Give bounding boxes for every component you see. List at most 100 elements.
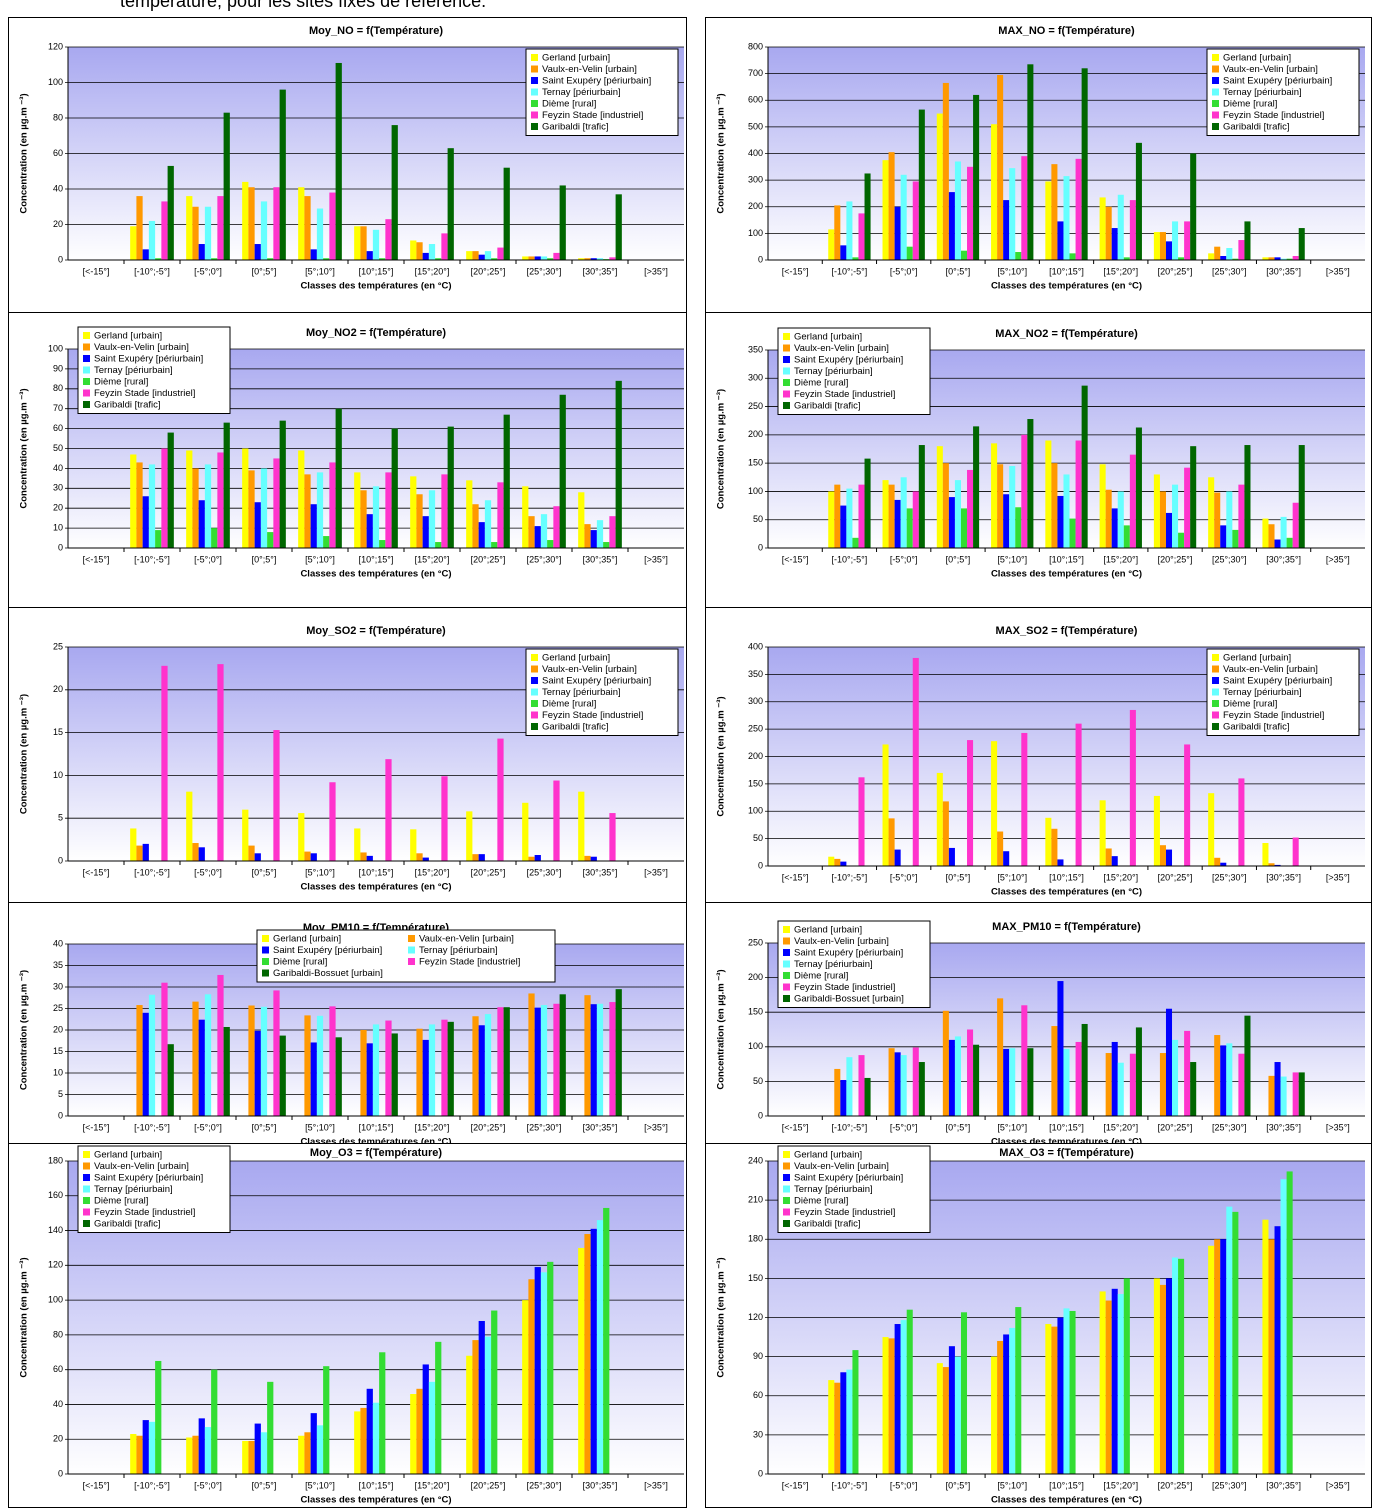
bar	[1292, 1072, 1299, 1116]
bar	[1063, 1308, 1070, 1474]
y-tick-label: 0	[758, 254, 763, 264]
bar	[1063, 1048, 1070, 1116]
x-tick-label: [<-15°]	[83, 554, 110, 564]
bar	[1232, 258, 1239, 260]
legend-swatch	[1212, 123, 1219, 130]
bar	[279, 420, 286, 548]
chart: Moy_O3 = f(Température) 0 20 40 60 80 100 120 14…	[8, 1143, 687, 1508]
y-tick-label: 400	[748, 148, 763, 158]
legend: Gerland [urbain] Vaulx-en-Velin [urbain] S…	[256, 929, 556, 983]
bar	[416, 494, 423, 548]
x-tick-label: [10°;15°]	[359, 266, 394, 276]
bar	[1208, 1245, 1215, 1474]
bar	[316, 1015, 324, 1116]
y-tick-label: 70	[53, 403, 63, 413]
bar	[584, 258, 591, 260]
legend-label: Vaulx-en-Velin [urbain]	[794, 343, 889, 354]
bar	[834, 484, 841, 548]
bar	[1184, 744, 1191, 866]
bar	[1027, 64, 1034, 261]
bar	[1159, 232, 1166, 260]
legend-swatch	[531, 700, 538, 707]
bar	[603, 1207, 610, 1474]
bar	[1099, 1291, 1106, 1474]
bar	[1009, 1048, 1016, 1116]
x-tick-label: [20°;25°]	[1158, 1480, 1193, 1490]
bar	[323, 536, 330, 548]
bar	[198, 244, 205, 260]
bar	[522, 256, 529, 260]
bar	[466, 1355, 473, 1474]
x-tick-label: [5°;10°]	[305, 266, 335, 276]
legend-swatch	[531, 77, 538, 84]
legend-box	[1206, 48, 1360, 136]
bar	[882, 480, 889, 548]
bar	[1159, 1053, 1166, 1116]
bar	[973, 1044, 980, 1116]
x-tick-label: [25°;30°]	[1212, 872, 1247, 882]
bar	[254, 1030, 261, 1116]
legend-label: Dième [rural]	[1223, 99, 1277, 110]
bar	[1051, 1026, 1058, 1116]
legend-swatch	[531, 54, 538, 61]
bar	[372, 1402, 380, 1474]
bar	[590, 258, 597, 260]
bar	[416, 1028, 423, 1116]
legend-swatch	[531, 111, 538, 119]
bar	[478, 522, 485, 548]
y-axis-label: Concentration (en µg.m ⁻³)	[19, 970, 30, 1090]
bar	[217, 196, 224, 260]
bar	[1009, 1327, 1016, 1474]
y-tick-label: 150	[748, 778, 763, 788]
legend-swatch	[783, 1185, 790, 1193]
y-axis-label: Concentration (en µg.m ⁻³)	[19, 694, 30, 814]
x-tick-label: [15°;20°]	[1103, 1122, 1138, 1132]
bar	[1063, 474, 1070, 548]
bar	[590, 530, 597, 548]
x-tick-label: [15°;20°]	[1103, 872, 1138, 882]
bar	[211, 528, 218, 548]
bar	[991, 741, 998, 866]
legend-label: Dième [rural]	[794, 1196, 848, 1207]
legend-label: Saint Exupéry [périurbain]	[794, 948, 903, 959]
bar	[1045, 181, 1052, 260]
legend-box	[256, 929, 556, 983]
bar	[148, 1421, 156, 1474]
chart-title: MAX_NO2 = f(Température)	[995, 328, 1138, 340]
bar	[1069, 518, 1076, 548]
y-tick-label: 20	[53, 219, 63, 229]
bar	[1286, 258, 1293, 260]
bar	[491, 542, 498, 548]
bar	[828, 229, 835, 260]
bar	[435, 258, 442, 260]
bar	[267, 1381, 274, 1474]
bar	[304, 851, 311, 861]
y-axis-label: Concentration (en µg.m ⁻³)	[716, 1257, 727, 1377]
x-tick-label: [25°;30°]	[527, 266, 562, 276]
bar	[528, 993, 535, 1116]
x-axis-label: Classes des températures (en °C)	[300, 569, 451, 580]
bar	[954, 480, 961, 548]
y-tick-label: 150	[748, 1007, 763, 1017]
bar	[1286, 537, 1293, 548]
bar	[1220, 256, 1227, 260]
bar	[1075, 723, 1082, 866]
legend-swatch	[83, 1185, 90, 1193]
y-tick-label: 300	[748, 175, 763, 185]
bar	[1286, 1171, 1293, 1474]
bar	[559, 994, 566, 1116]
bar	[1262, 257, 1269, 260]
legend-swatch	[408, 958, 415, 965]
y-tick-label: 30	[753, 1429, 763, 1439]
bar	[888, 1338, 895, 1474]
y-axis-label: Concentration (en µg.m ⁻³)	[716, 969, 727, 1089]
bar	[136, 196, 143, 260]
bar	[1123, 1278, 1130, 1474]
y-tick-label: 60	[53, 148, 63, 158]
legend-swatch	[262, 969, 269, 977]
legend-swatch	[1212, 665, 1219, 673]
bar	[335, 408, 342, 548]
y-tick-label: 0	[58, 542, 63, 552]
bar	[997, 1340, 1004, 1474]
y-tick-label: 10	[53, 770, 63, 780]
